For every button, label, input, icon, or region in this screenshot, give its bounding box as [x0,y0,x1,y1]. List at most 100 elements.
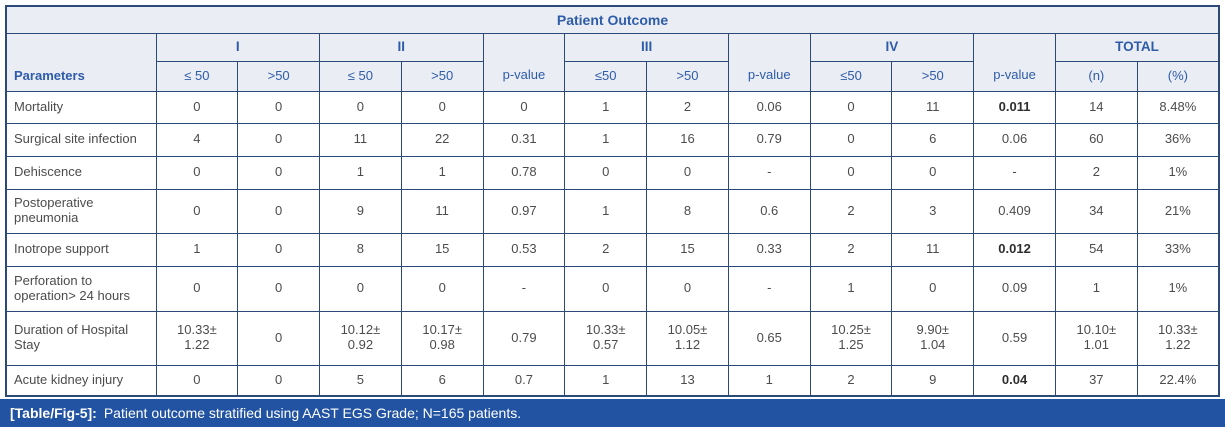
table-row-surgical-site-infection: Surgical site infection 4 0 11 22 0.31 1… [5,122,1220,157]
header-group-row: Parameters I II p-value III p-value IV p… [5,32,1220,92]
table-cell: - [482,265,566,312]
table-title: Patient Outcome [5,5,1220,34]
table-cell: 0 [646,155,729,190]
col-header-total-n: (n) [1054,60,1138,92]
table-cell: 1 [809,265,893,312]
table-cell: 0 [237,90,321,124]
table-cell: 0.06 [973,122,1056,157]
row-label: Postoperative pneumonia [5,188,157,234]
table-cell: 15 [646,232,729,267]
table-cell: 37 [1054,364,1138,397]
col-group-grade-1: I [155,32,321,62]
table-cell: 0 [237,232,321,267]
col-header-g2-gt50: >50 [400,60,484,92]
table-cell: 1% [1136,265,1220,312]
table-cell: 1 [400,155,484,190]
col-header-p-value-2: p-value [727,32,811,92]
table-cell: 0.79 [727,122,811,157]
table-cell: 0 [809,122,893,157]
row-label: Acute kidney injury [5,364,157,397]
table-cell: 10.25± 1.25 [809,310,893,366]
table-cell: 10.33± 0.57 [564,310,648,366]
table-cell: 1 [319,155,402,190]
patient-outcome-table: Patient Outcome Parameters I II p-value … [5,5,1220,397]
row-label: Inotrope support [5,232,157,267]
table-cell: 11 [891,232,975,267]
table-cell: 0.06 [727,90,811,124]
table-cell: 0 [155,155,239,190]
table-row-postoperative-pneumonia: Postoperative pneumonia 0 0 9 11 0.97 1 … [5,188,1220,234]
table-cell: 0.33 [727,232,811,267]
table-body: Mortality 0 0 0 0 0 1 2 0.06 0 11 0.011 … [5,90,1220,397]
row-label: Dehiscence [5,155,157,190]
col-header-g4-gt50: >50 [891,60,975,92]
table-cell: 0 [155,265,239,312]
table-row-inotrope-support: Inotrope support 1 0 8 15 0.53 2 15 0.33… [5,232,1220,267]
table-cell: 0.53 [482,232,566,267]
table-cell: 10.10± 1.01 [1054,310,1138,366]
col-group-grade-2: II [319,32,484,62]
table-cell: 10.33± 1.22 [1136,310,1220,366]
table-cell: 0.7 [482,364,566,397]
table-cell: 1 [564,364,648,397]
table-row-duration-of-hospital-stay: Duration of Hospital Stay 10.33± 1.22 0 … [5,310,1220,366]
col-header-p-value-1: p-value [482,32,566,92]
table-cell: 8 [319,232,402,267]
table-cell: 0.012 [973,232,1056,267]
table-row-dehiscence: Dehiscence 0 0 1 1 0.78 0 0 - 0 0 - 2 1% [5,155,1220,190]
table-cell: 33% [1136,232,1220,267]
table-header: Patient Outcome Parameters I II p-value … [5,5,1220,92]
table-cell: 10.33± 1.22 [155,310,239,366]
table-cell: 0 [237,265,321,312]
table-cell: - [727,155,811,190]
table-cell: 0 [155,90,239,124]
table-cell: 22 [400,122,484,157]
table-cell: 11 [891,90,975,124]
table-cell: 0 [237,310,321,366]
table-cell: 3 [891,188,975,234]
table-cell: 11 [400,188,484,234]
table-cell: 2 [809,364,893,397]
col-header-g3-le50: ≤50 [564,60,648,92]
table-cell: 1 [155,232,239,267]
table-cell: 0 [319,265,402,312]
table-cell: 0 [400,90,484,124]
table-cell: 0 [155,188,239,234]
table-cell: 2 [564,232,648,267]
table-cell: 60 [1054,122,1138,157]
col-group-grade-4: IV [809,32,975,62]
table-cell: 0.6 [727,188,811,234]
table-cell: 14 [1054,90,1138,124]
col-header-g3-gt50: >50 [646,60,729,92]
table-cell: 5 [319,364,402,397]
table-cell: 2 [809,232,893,267]
table-cell: 54 [1054,232,1138,267]
table-cell: 16 [646,122,729,157]
table-cell: 36% [1136,122,1220,157]
table-cell: 13 [646,364,729,397]
table-cell: 0 [237,122,321,157]
table-cell: 34 [1054,188,1138,234]
table-cell: 0.79 [482,310,566,366]
header-sub-row: ≤ 50 >50 ≤ 50 >50 ≤50 >50 ≤50 >50 (n) (%… [6,60,1220,92]
table-cell: 10.05± 1.12 [646,310,729,366]
col-header-g2-le50: ≤ 50 [319,60,402,92]
table-row-perforation-to-operation: Perforation to operation> 24 hours 0 0 0… [5,265,1220,312]
table-title-row: Patient Outcome [5,5,1220,34]
col-group-total: TOTAL [1054,32,1220,62]
table-cell: 1 [564,90,648,124]
caption-tag: [Table/Fig-5]: [10,405,97,421]
table-cell: 1 [564,188,648,234]
table-cell: 6 [891,122,975,157]
table-cell: 0.04 [973,364,1056,397]
table-cell: 1 [564,122,648,157]
table-cell: - [973,155,1056,190]
table-cell: 0 [319,90,402,124]
table-cell: 0.65 [727,310,811,366]
col-header-g1-le50: ≤ 50 [155,60,239,92]
table-cell: 0 [564,155,648,190]
table-cell: 21% [1136,188,1220,234]
table-cell: 0.011 [973,90,1056,124]
table-row-mortality: Mortality 0 0 0 0 0 1 2 0.06 0 11 0.011 … [5,90,1220,124]
table-cell: 0 [891,265,975,312]
